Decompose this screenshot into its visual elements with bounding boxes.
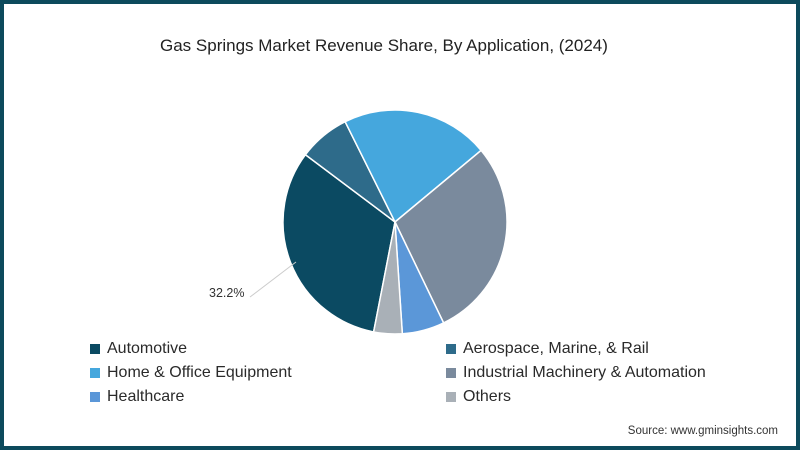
legend-item-automotive: Automotive: [90, 340, 187, 358]
pie-slice-others: [372, 221, 404, 335]
legend-item-industrial: Industrial Machinery & Automation: [446, 364, 706, 382]
legend-label: Industrial Machinery & Automation: [463, 364, 706, 381]
pie-slice-home-office-equipment: [344, 109, 483, 224]
legend-swatch-icon: [90, 344, 100, 354]
chart-title: Gas Springs Market Revenue Share, By App…: [160, 36, 608, 55]
legend-item-healthcare: Healthcare: [90, 388, 184, 406]
pie-slice-automotive: [282, 153, 396, 333]
legend-label: Home & Office Equipment: [107, 364, 292, 381]
legend-swatch-icon: [446, 344, 456, 354]
legend-label: Automotive: [107, 340, 188, 357]
legend-swatch-icon: [446, 392, 456, 402]
legend-swatch-icon: [90, 392, 100, 402]
label-leader-line: [249, 261, 297, 298]
legend-item-others: Others: [446, 388, 511, 406]
legend-label: Aerospace, Marine, & Rail: [463, 340, 649, 357]
legend-item-aerospace: Aerospace, Marine, & Rail: [446, 340, 649, 358]
legend-label: Others: [463, 388, 512, 405]
legend-swatch-icon: [90, 368, 100, 378]
legend-label: Healthcare: [107, 388, 185, 405]
automotive-percent-label: 32.2%: [209, 286, 245, 300]
legend-swatch-icon: [446, 368, 456, 378]
legend-item-home-office: Home & Office Equipment: [90, 364, 292, 382]
source-note: Source: www.gminsights.com: [627, 425, 778, 437]
